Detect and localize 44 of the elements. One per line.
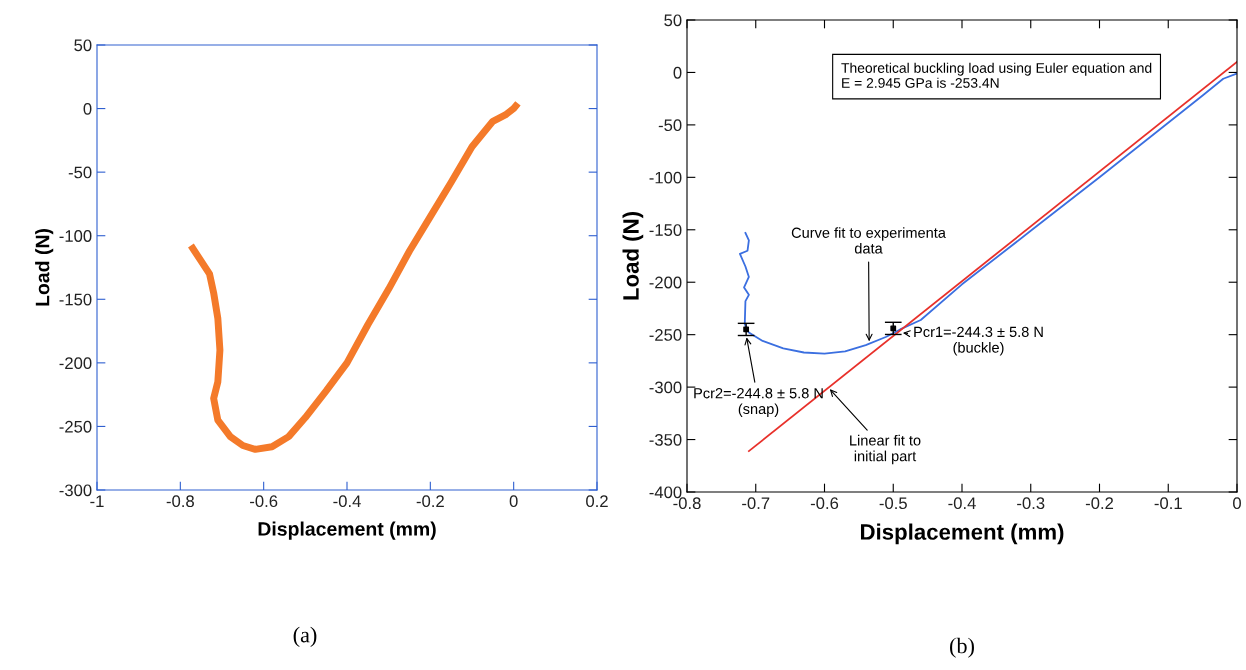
text: (a)	[293, 626, 317, 647]
y-tick-label: -250	[59, 420, 92, 433]
y-tick-label: 50	[74, 39, 92, 52]
x-tick-label: -0.2	[1085, 497, 1114, 510]
x-tick-label: -0.7	[742, 497, 770, 510]
y-axis-title: Load (N)	[35, 229, 54, 306]
x-axis-title: Displacement (mm)	[860, 523, 1064, 545]
x-tick-label: -0.3	[1017, 497, 1045, 510]
x-tick-label: -0.4	[948, 497, 976, 510]
y-tick-label: -150	[59, 293, 92, 306]
y-tick-label: 0	[673, 66, 682, 79]
y-tick-label: -50	[68, 166, 92, 179]
x-tick-label: 0	[1233, 497, 1241, 510]
x-tick-label: 0.2	[586, 495, 608, 508]
y-tick-label: -50	[658, 119, 682, 132]
text: (b)	[950, 637, 974, 658]
annotation: Linear fit to initial part	[850, 434, 921, 465]
y-tick-label: 50	[664, 14, 682, 27]
y-tick-label: -150	[649, 224, 682, 236]
x-tick-label: -0.8	[673, 497, 701, 510]
x-tick-label: 0	[509, 495, 518, 508]
annotation: Theoretical buckling load using Euler equation and E = 2.945 GPa is -253.4N	[841, 62, 1152, 88]
x-tick-label: -0.8	[166, 495, 194, 508]
y-tick-label: -350	[649, 433, 682, 446]
y-tick-label: -200	[59, 357, 92, 370]
y-tick-label: -200	[649, 276, 682, 289]
annotation: Curve fit to experimenta data	[791, 227, 946, 254]
x-tick-label: -0.6	[810, 497, 839, 510]
y-tick-label: -100	[649, 171, 682, 184]
y-tick-label: -400	[649, 486, 682, 499]
y-axis-title: Load (N)	[622, 212, 644, 300]
annotation: Pcr1=-244.3 ± 5.8 N (buckle)	[914, 326, 1043, 356]
y-tick-label: -300	[59, 484, 92, 497]
y-tick-label: -300	[649, 381, 682, 394]
y-tick-label: -250	[649, 329, 682, 341]
x-tick-label: -0.2	[416, 495, 444, 508]
x-tick-label: -1	[90, 495, 104, 507]
x-tick-label: -0.6	[250, 495, 278, 508]
x-axis-title: Displacement (mm)	[258, 521, 436, 540]
y-tick-label: -100	[59, 230, 92, 242]
x-tick-label: -0.5	[879, 497, 907, 510]
x-tick-label: -0.1	[1154, 497, 1182, 510]
x-tick-label: -0.4	[333, 495, 361, 508]
y-tick-label: 0	[83, 102, 92, 115]
